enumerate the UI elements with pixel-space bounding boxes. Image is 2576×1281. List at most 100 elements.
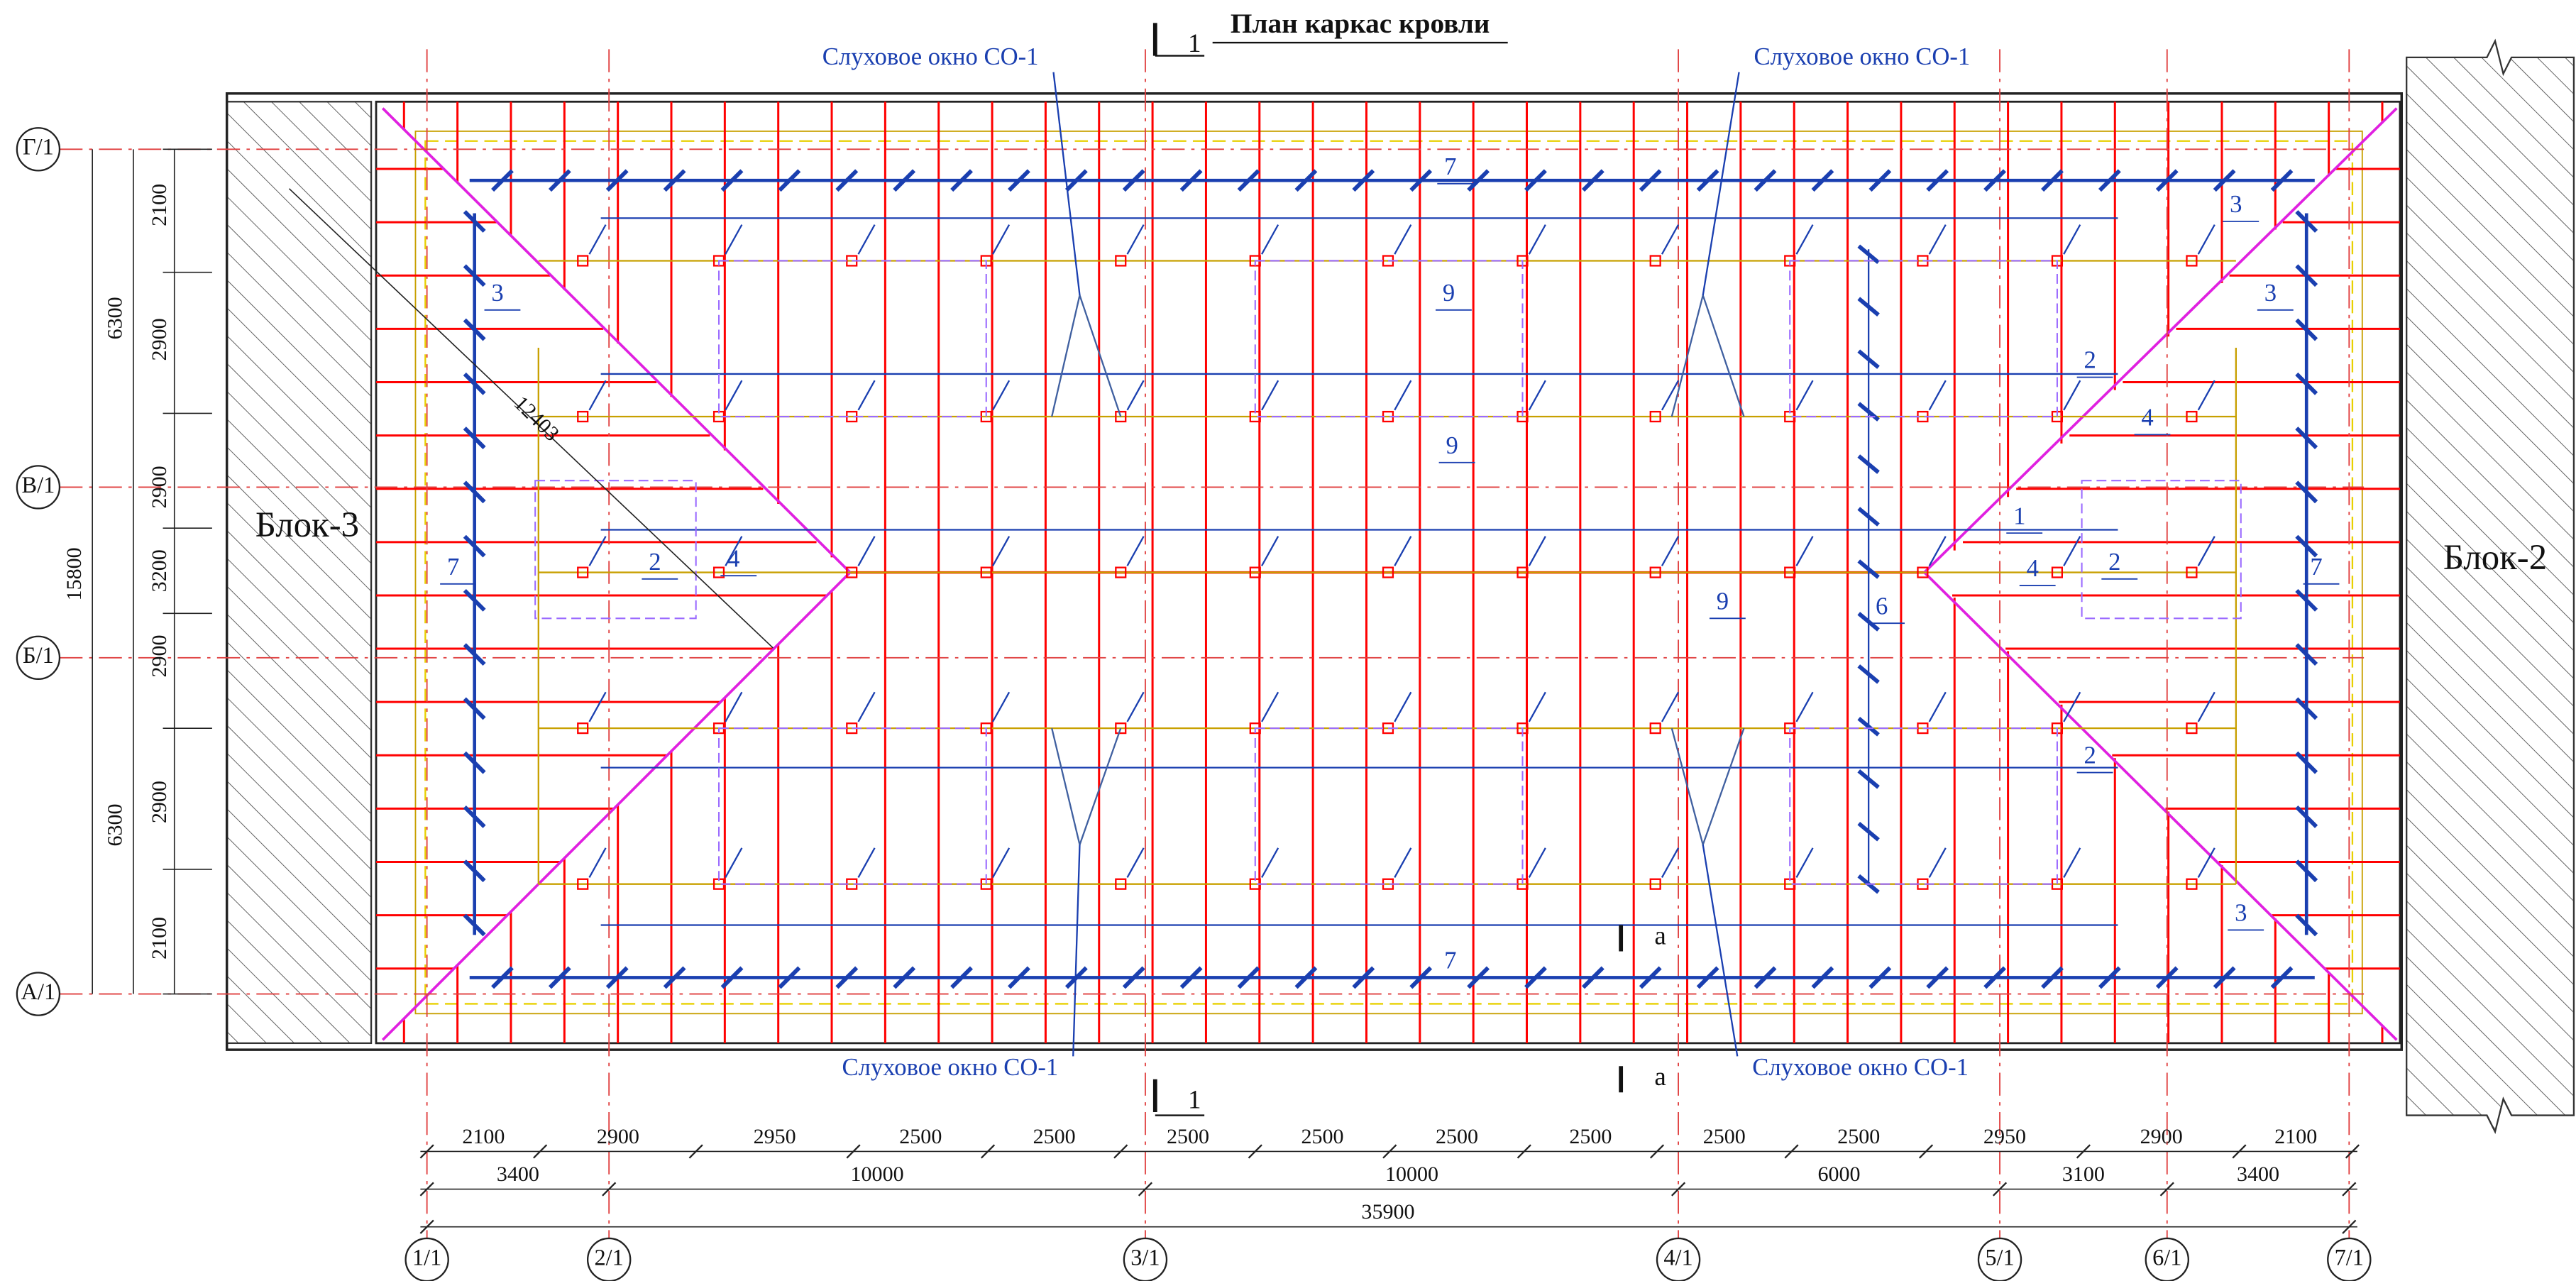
leader [1528,847,1546,879]
tie-mark [2295,318,2318,341]
callout: 7 [1444,153,1456,180]
leader [1528,691,1546,722]
leader [725,224,743,255]
dim-tick [846,1144,861,1159]
callout: 3 [2264,280,2277,307]
tie-mark [463,913,486,937]
dim-tick [2232,1144,2247,1159]
node [1115,255,1127,267]
tie-mark [463,210,486,233]
dormer-label: Слуховое окно СО-1 [842,1054,1059,1081]
tie-mark [2295,697,2318,720]
dim-text: 2100 [148,917,171,960]
leader [1126,536,1145,566]
tie-mark [605,966,629,989]
callout: 9 [1446,432,1458,459]
block-hatch [2406,38,2575,1134]
leader [1394,691,1412,722]
callout: 6 [1876,593,1888,620]
node [1649,566,1661,578]
tie-mark [1696,169,1719,192]
dim-text: 2100 [2274,1125,2317,1148]
axis-bubble [16,465,61,510]
tie-mark [2295,480,2318,504]
hip [381,571,852,1041]
tie-mark [1352,966,1375,989]
tie-mark [1352,169,1375,192]
tie-mark [778,169,801,192]
tie-mark [548,966,571,989]
dim-tick [419,1182,434,1197]
callout: 1 [2013,502,2025,529]
axis-label: 2/1 [595,1244,624,1270]
dim-text: 2500 [1436,1125,1478,1148]
tie-mark [1064,169,1088,192]
dim-text: 3200 [148,549,171,592]
dormer-label: Слуховое окно СО-1 [1754,43,1971,70]
tie-mark [463,643,486,666]
leader [2197,847,2216,879]
dim-text: 2900 [148,634,171,677]
tie-mark [1811,169,1834,192]
axis-label: 7/1 [2335,1244,2364,1270]
tie-mark [1754,966,1777,989]
axis-label: 4/1 [1663,1244,1692,1270]
tie-mark [1237,966,1260,989]
tie-mark [893,966,916,989]
leader [1795,536,1814,566]
dim-text: 2500 [1301,1125,1344,1148]
tie-mark [1467,169,1490,192]
leader [1052,72,1081,296]
leader [1795,847,1814,879]
tie-mark [2295,859,2318,883]
leader [1261,224,1279,255]
leader [1126,224,1145,255]
section-label: 1 [1188,1085,1201,1114]
tie-mark [893,169,916,192]
tie-mark [950,966,973,989]
hip [1923,571,2398,1041]
leader [1661,380,1680,411]
hip [1923,107,2398,573]
callout: 2 [649,549,661,576]
callout: 4 [2141,405,2153,431]
dormer [1670,727,1745,848]
tie-mark [1857,821,1880,842]
leader [2197,536,2216,566]
node [1649,410,1661,423]
dim-tick [1382,1144,1397,1159]
dim-text: 2900 [2140,1125,2183,1148]
leader [1795,224,1814,255]
tie-mark [2213,169,2236,192]
tie-mark [463,318,486,341]
dim-tick [1992,1182,2008,1197]
tie-mark [2295,264,2318,287]
leader [588,691,607,722]
dim-tick [1138,1182,1152,1197]
axis-bubble [2145,1237,2189,1281]
node [1115,722,1127,735]
leader [588,847,607,879]
leader [857,847,876,879]
tie-mark [1639,966,1662,989]
leader [1126,847,1145,879]
tie-mark [491,966,514,989]
axis-bubble [1123,1237,1168,1281]
tie-mark [2155,966,2179,989]
node [577,410,589,423]
tie-mark [1524,966,1547,989]
tie-mark [463,859,486,883]
tie-mark [1237,169,1260,192]
dormer-label: Слуховое окно СО-1 [822,43,1039,70]
dim-text: 2900 [148,781,171,823]
dim-tick [1784,1144,1799,1159]
tie-mark [778,966,801,989]
tie-mark [2041,169,2064,192]
dim-tick [2342,1182,2357,1197]
tie-mark [463,372,486,395]
axis-bubble [16,127,61,172]
leader [1261,536,1279,566]
callout: 2 [2084,742,2096,769]
diag-label: 12403 [510,392,563,446]
